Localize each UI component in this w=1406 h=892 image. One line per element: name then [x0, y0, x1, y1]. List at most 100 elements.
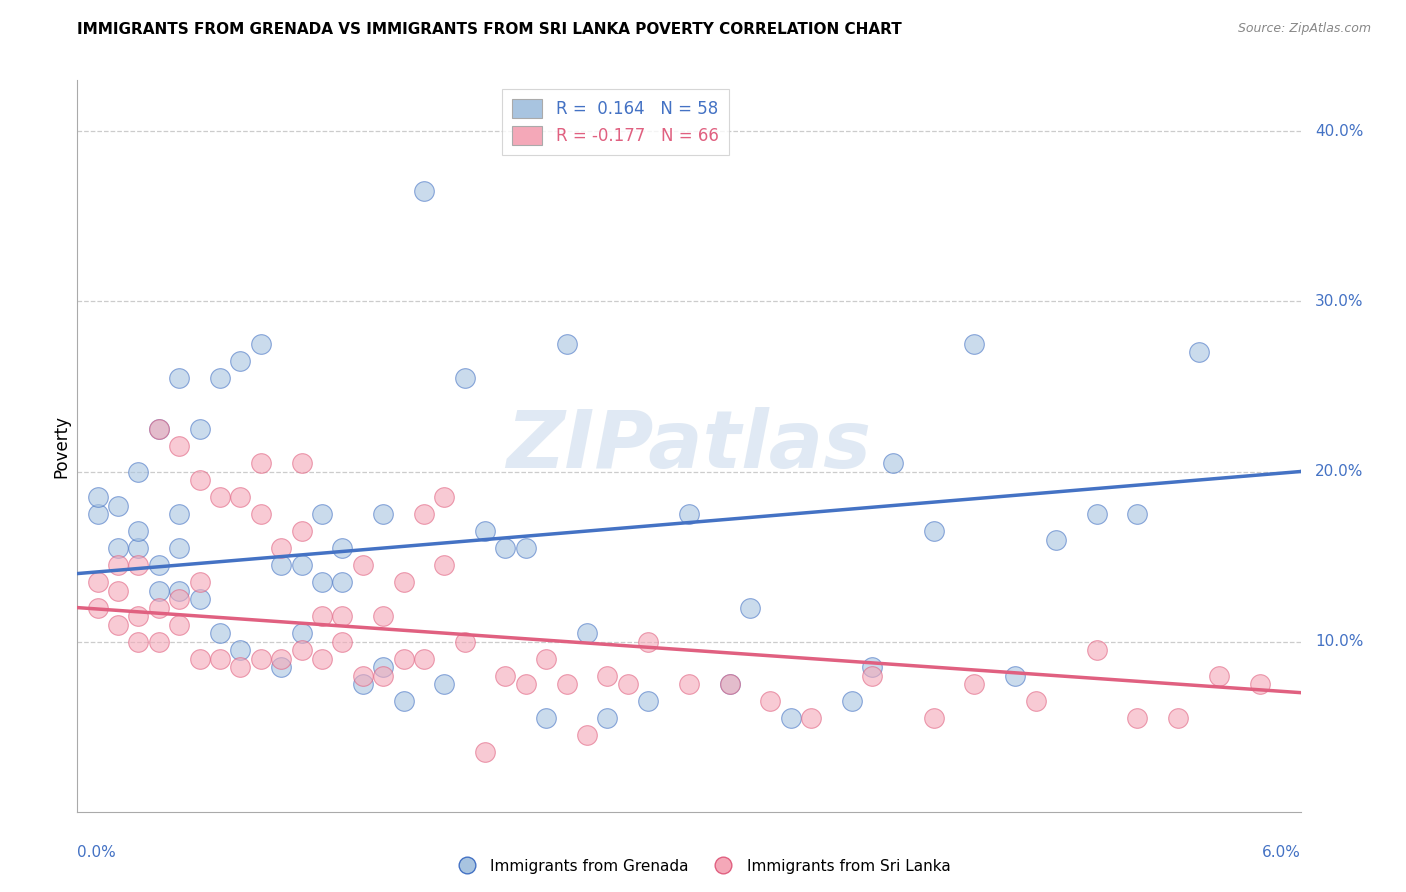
Point: [617, 677, 640, 691]
Point: [678, 677, 700, 691]
Point: [371, 507, 394, 521]
Point: [169, 439, 191, 453]
Point: [332, 609, 354, 624]
Point: [882, 456, 904, 470]
Point: [718, 677, 741, 691]
Point: [536, 711, 558, 725]
Point: [413, 651, 436, 665]
Point: [188, 422, 211, 436]
Point: [352, 558, 374, 572]
Text: IMMIGRANTS FROM GRENADA VS IMMIGRANTS FROM SRI LANKA POVERTY CORRELATION CHART: IMMIGRANTS FROM GRENADA VS IMMIGRANTS FR…: [77, 22, 903, 37]
Point: [169, 583, 191, 598]
Point: [1085, 507, 1108, 521]
Point: [332, 575, 354, 590]
Point: [291, 558, 314, 572]
Point: [536, 651, 558, 665]
Point: [740, 600, 762, 615]
Point: [270, 651, 292, 665]
Point: [188, 651, 211, 665]
Point: [188, 575, 211, 590]
Point: [148, 422, 170, 436]
Text: ZIPatlas: ZIPatlas: [506, 407, 872, 485]
Point: [413, 507, 436, 521]
Point: [433, 677, 456, 691]
Point: [270, 558, 292, 572]
Point: [209, 651, 232, 665]
Legend: R =  0.164   N = 58, R = -0.177   N = 66: R = 0.164 N = 58, R = -0.177 N = 66: [502, 88, 728, 155]
Point: [128, 524, 150, 538]
Point: [413, 184, 436, 198]
Point: [495, 541, 517, 555]
Point: [148, 600, 170, 615]
Point: [1167, 711, 1189, 725]
Point: [759, 694, 782, 708]
Point: [963, 677, 986, 691]
Point: [495, 668, 517, 682]
Point: [433, 490, 456, 504]
Point: [229, 643, 252, 657]
Point: [169, 592, 191, 607]
Point: [637, 634, 659, 648]
Point: [454, 371, 477, 385]
Point: [1045, 533, 1067, 547]
Point: [922, 524, 945, 538]
Text: 6.0%: 6.0%: [1261, 845, 1301, 860]
Point: [107, 583, 129, 598]
Point: [87, 490, 110, 504]
Point: [311, 575, 333, 590]
Point: [148, 583, 170, 598]
Point: [87, 507, 110, 521]
Point: [128, 558, 150, 572]
Text: 0.0%: 0.0%: [77, 845, 117, 860]
Text: 20.0%: 20.0%: [1315, 464, 1364, 479]
Point: [128, 634, 150, 648]
Point: [392, 694, 415, 708]
Text: 10.0%: 10.0%: [1315, 634, 1364, 649]
Point: [433, 558, 456, 572]
Point: [209, 371, 232, 385]
Point: [515, 541, 537, 555]
Point: [291, 626, 314, 640]
Point: [169, 507, 191, 521]
Point: [576, 626, 599, 640]
Point: [1025, 694, 1047, 708]
Point: [1004, 668, 1026, 682]
Point: [270, 541, 292, 555]
Point: [291, 456, 314, 470]
Y-axis label: Poverty: Poverty: [52, 415, 70, 477]
Point: [596, 668, 619, 682]
Text: 40.0%: 40.0%: [1315, 124, 1364, 139]
Point: [148, 634, 170, 648]
Point: [311, 507, 333, 521]
Point: [311, 651, 333, 665]
Point: [596, 711, 619, 725]
Point: [555, 337, 578, 351]
Point: [128, 465, 150, 479]
Point: [1126, 711, 1149, 725]
Legend: Immigrants from Grenada, Immigrants from Sri Lanka: Immigrants from Grenada, Immigrants from…: [449, 853, 957, 880]
Point: [963, 337, 986, 351]
Point: [148, 558, 170, 572]
Point: [107, 558, 129, 572]
Point: [800, 711, 823, 725]
Point: [107, 499, 129, 513]
Point: [352, 677, 374, 691]
Point: [780, 711, 803, 725]
Point: [229, 490, 252, 504]
Point: [1126, 507, 1149, 521]
Point: [270, 660, 292, 674]
Point: [107, 541, 129, 555]
Point: [678, 507, 700, 521]
Point: [209, 626, 232, 640]
Point: [1208, 668, 1230, 682]
Point: [1085, 643, 1108, 657]
Point: [555, 677, 578, 691]
Point: [352, 668, 374, 682]
Point: [332, 634, 354, 648]
Point: [87, 600, 110, 615]
Point: [128, 609, 150, 624]
Point: [188, 592, 211, 607]
Point: [148, 422, 170, 436]
Point: [311, 609, 333, 624]
Point: [169, 541, 191, 555]
